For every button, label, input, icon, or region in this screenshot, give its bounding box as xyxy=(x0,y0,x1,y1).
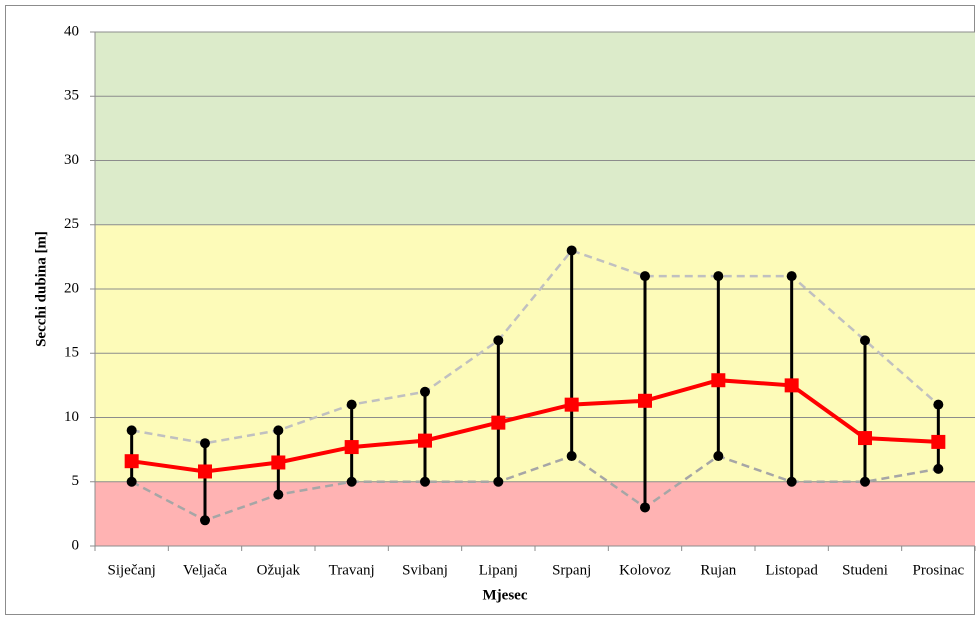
x-tick-label: Rujan xyxy=(700,562,736,578)
point-marker xyxy=(200,515,210,526)
point-marker xyxy=(860,335,870,346)
point-marker xyxy=(786,271,797,282)
y-axis-label: Secchi dubina [m] xyxy=(33,231,49,347)
point-marker xyxy=(200,438,210,449)
x-tick-label: Prosinac xyxy=(912,562,964,578)
point-marker xyxy=(638,393,652,408)
point-marker xyxy=(346,399,357,410)
y-tick-label: 40 xyxy=(64,23,79,39)
x-tick-label: Siječanj xyxy=(108,562,156,578)
point-marker xyxy=(273,489,284,500)
point-marker xyxy=(711,373,726,388)
x-tick-label: Veljača xyxy=(183,562,227,578)
point-marker xyxy=(931,434,946,449)
point-marker xyxy=(493,476,504,487)
series-line xyxy=(131,249,940,445)
point-marker xyxy=(713,451,724,462)
point-marker xyxy=(933,463,944,474)
point-marker xyxy=(273,425,284,436)
point-marker xyxy=(126,476,137,487)
point-marker xyxy=(491,415,506,430)
point-marker xyxy=(271,455,286,470)
point-marker xyxy=(640,271,650,282)
point-marker xyxy=(420,386,430,397)
point-marker xyxy=(420,476,430,487)
y-tick-label: 20 xyxy=(64,280,79,296)
point-marker xyxy=(346,476,357,487)
point-marker xyxy=(493,335,504,346)
x-tick-label: Studeni xyxy=(842,562,888,578)
point-marker xyxy=(124,454,139,469)
point-marker xyxy=(566,245,577,256)
x-axis-label: Mjesec xyxy=(483,587,528,603)
x-tick-label: Svibanj xyxy=(402,562,448,578)
point-marker xyxy=(860,476,870,487)
y-tick-label: 35 xyxy=(64,88,79,104)
point-marker xyxy=(126,425,137,436)
point-marker xyxy=(564,397,579,412)
x-tick-label: Lipanj xyxy=(479,562,518,578)
point-marker xyxy=(566,451,577,462)
y-tick-label: 25 xyxy=(64,216,79,232)
x-tick-label: Travanj xyxy=(329,562,375,578)
point-marker xyxy=(418,433,432,448)
series-line xyxy=(131,378,939,474)
point-marker xyxy=(858,431,872,446)
point-marker xyxy=(198,464,212,479)
point-marker xyxy=(786,476,797,487)
series-line xyxy=(131,454,939,522)
point-marker xyxy=(784,378,799,393)
y-tick-label: 0 xyxy=(72,537,80,553)
y-tick-label: 10 xyxy=(64,409,79,425)
point-marker xyxy=(640,502,650,513)
point-marker xyxy=(713,271,724,282)
point-marker xyxy=(344,440,359,455)
y-tick-label: 30 xyxy=(64,152,79,168)
background-band xyxy=(95,481,975,546)
x-tick-label: Kolovoz xyxy=(619,562,671,578)
x-tick-label: Ožujak xyxy=(257,562,301,578)
x-tick-label: Srpanj xyxy=(552,562,591,578)
background-band xyxy=(95,32,975,225)
point-marker xyxy=(933,399,944,410)
x-tick-label: Listopad xyxy=(765,562,818,578)
y-tick-label: 5 xyxy=(72,473,80,489)
y-tick-label: 15 xyxy=(64,345,79,361)
